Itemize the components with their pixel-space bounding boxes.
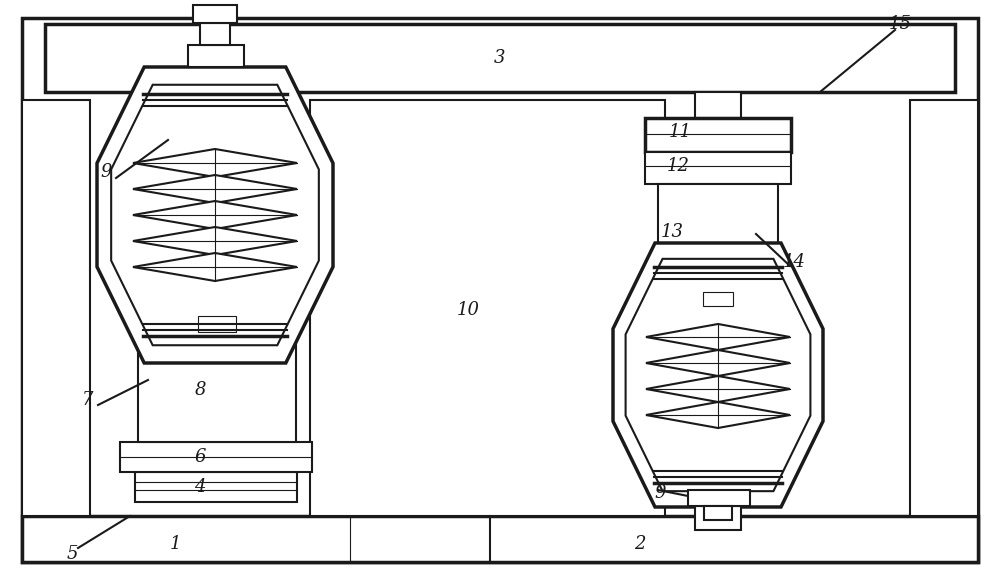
Text: 5: 5 <box>66 545 78 563</box>
Text: 6: 6 <box>194 448 206 466</box>
Text: 2: 2 <box>634 535 646 553</box>
Polygon shape <box>613 243 823 507</box>
Text: 11: 11 <box>668 123 692 141</box>
Bar <box>198 316 236 332</box>
Bar <box>45 24 955 92</box>
Polygon shape <box>646 376 790 402</box>
Polygon shape <box>626 259 810 491</box>
Bar <box>645 152 791 184</box>
Text: 9: 9 <box>100 163 112 181</box>
Bar <box>695 506 741 530</box>
Polygon shape <box>133 175 297 203</box>
Bar <box>703 292 733 306</box>
Polygon shape <box>646 350 790 376</box>
Bar <box>138 340 296 442</box>
Text: 7: 7 <box>82 391 94 409</box>
Bar <box>695 92 741 118</box>
Bar <box>310 100 665 516</box>
Bar <box>120 442 312 472</box>
Text: 12: 12 <box>666 157 690 175</box>
Bar <box>188 45 244 67</box>
Polygon shape <box>111 85 319 345</box>
Bar <box>688 490 750 506</box>
Bar <box>704 506 732 520</box>
Bar <box>695 284 741 312</box>
Bar <box>135 472 297 502</box>
Bar <box>645 118 791 152</box>
Bar <box>658 184 778 284</box>
Polygon shape <box>133 201 297 229</box>
Text: 10: 10 <box>456 301 480 319</box>
Bar <box>200 23 230 45</box>
Text: 4: 4 <box>194 478 206 496</box>
Polygon shape <box>97 67 333 363</box>
Polygon shape <box>133 227 297 255</box>
Text: 15: 15 <box>889 15 912 33</box>
Polygon shape <box>646 324 790 350</box>
Polygon shape <box>133 149 297 177</box>
Text: 14: 14 <box>782 253 806 271</box>
Polygon shape <box>646 402 790 428</box>
Bar <box>188 308 246 340</box>
Bar <box>193 5 237 23</box>
Bar <box>910 100 978 516</box>
Text: 9: 9 <box>654 484 666 502</box>
Text: 3: 3 <box>494 49 506 67</box>
Text: 8: 8 <box>194 381 206 399</box>
Bar <box>22 100 90 516</box>
Bar <box>22 516 978 562</box>
Text: 1: 1 <box>169 535 181 553</box>
Polygon shape <box>133 253 297 281</box>
Text: 13: 13 <box>660 223 684 241</box>
